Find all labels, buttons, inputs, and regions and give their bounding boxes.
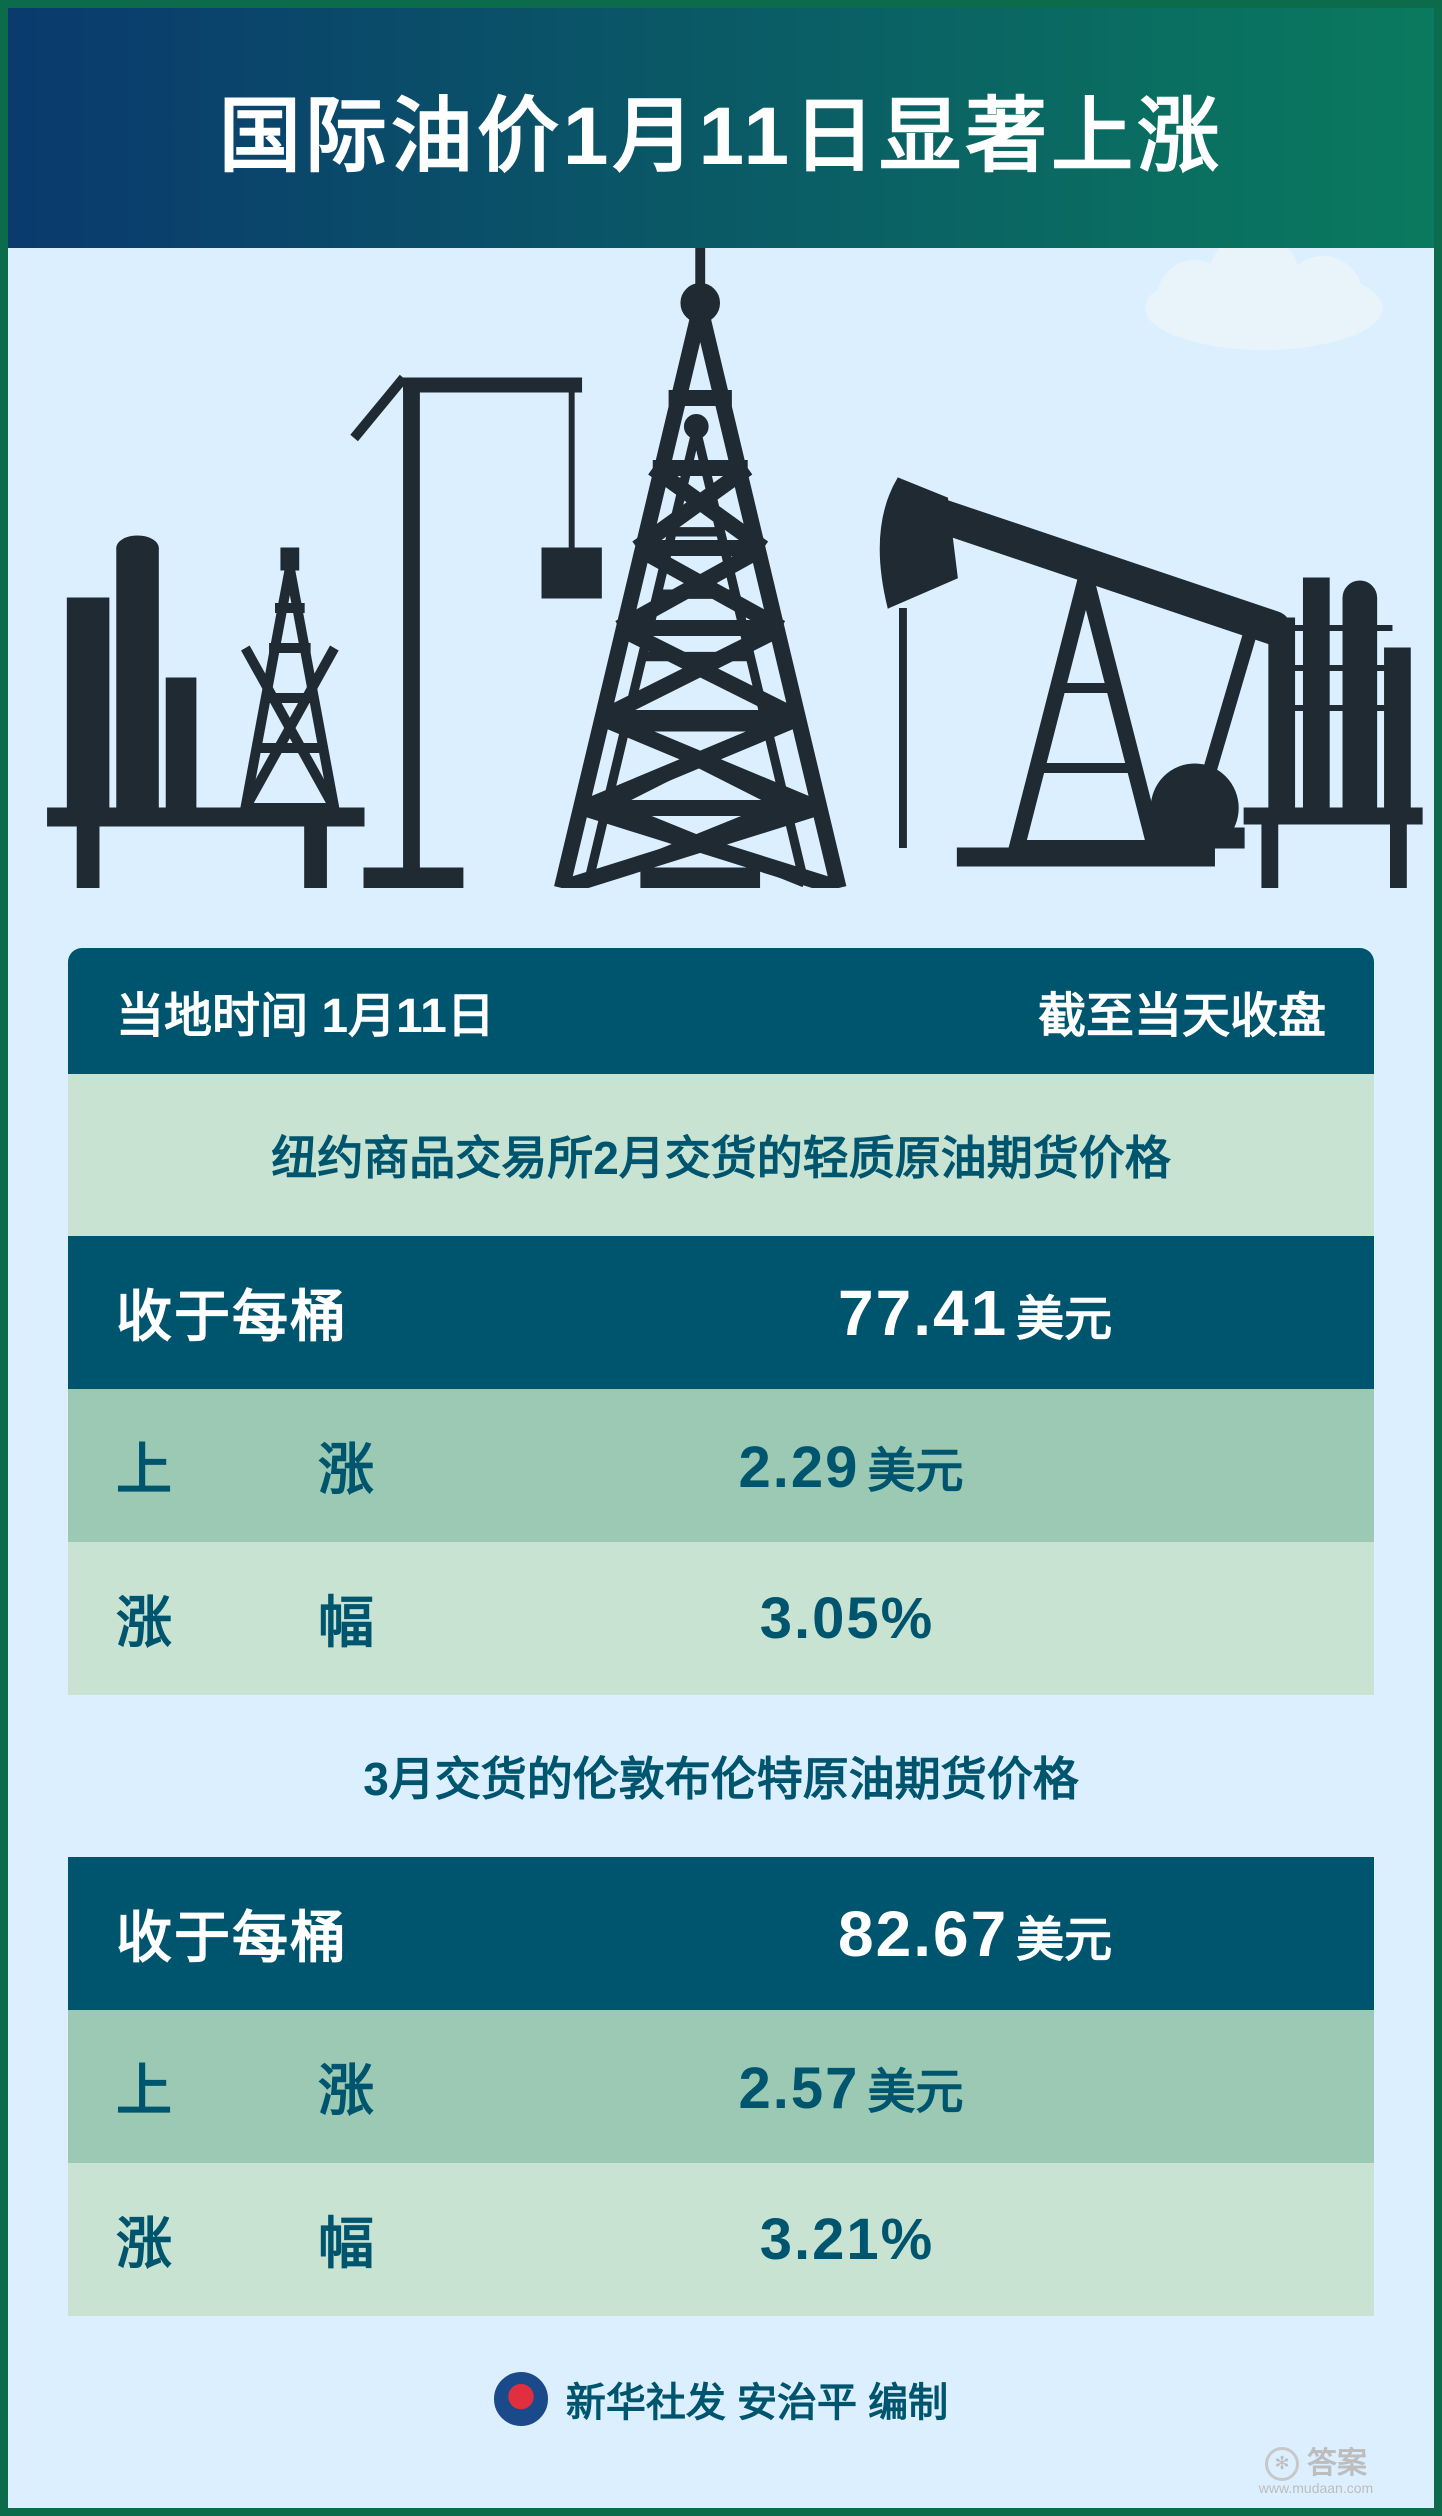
content-area: 当地时间 1月11日 截至当天收盘 纽约商品交易所2月交货的轻质原油期货价格 收… (8, 888, 1434, 2508)
footer-credit: 新华社发 安治平 编制 (566, 2370, 948, 2428)
date-bar: 当地时间 1月11日 截至当天收盘 (68, 948, 1374, 1074)
infographic-root: 国际油价1月11日显著上涨 (0, 0, 1442, 2516)
row-label: 上涨 (116, 2046, 376, 2127)
header-banner: 国际油价1月11日显著上涨 (8, 8, 1434, 248)
row-value: 2.29美元 (376, 1431, 1326, 1501)
row-value: 82.67美元 (624, 1897, 1326, 1971)
section-0-title: 纽约商品交易所2月交货的轻质原油期货价格 (68, 1074, 1374, 1236)
row-label: 收于每桶 (116, 1893, 624, 1974)
watermark-url: www.mudaan.com (1216, 2481, 1416, 2496)
row-label: 上涨 (116, 1425, 376, 1506)
section-0-row-1: 上涨 2.29美元 (68, 1389, 1374, 1542)
section-1-title: 3月交货的伦敦布伦特原油期货价格 (68, 1695, 1374, 1857)
row-value: 77.41美元 (624, 1276, 1326, 1350)
section-0-row-2: 涨幅 3.05% (68, 1542, 1374, 1695)
section-1-row-2: 涨幅 3.21% (68, 2163, 1374, 2316)
page-title: 国际油价1月11日显著上涨 (219, 69, 1223, 188)
watermark-icon: ✻ (1265, 2447, 1299, 2481)
row-label: 涨幅 (116, 2199, 376, 2280)
row-value: 3.21% (376, 2206, 1326, 2273)
footer: 新华社发 安治平 编制 (68, 2316, 1374, 2468)
section-1-row-1: 上涨 2.57美元 (68, 2010, 1374, 2163)
section-1-row-0: 收于每桶 82.67美元 (68, 1857, 1374, 2010)
row-value: 2.57美元 (376, 2052, 1326, 2122)
date-bar-right: 截至当天收盘 (1038, 976, 1326, 1046)
row-label: 涨幅 (116, 1578, 376, 1659)
watermark-brand: 答案 (1307, 2447, 1367, 2480)
row-label: 收于每桶 (116, 1272, 624, 1353)
oil-rig-illustration (8, 248, 1434, 888)
cloud-icon (1145, 248, 1382, 350)
watermark: ✻ 答案 www.mudaan.com (1216, 2447, 1416, 2496)
rig-svg (8, 248, 1434, 888)
row-value: 3.05% (376, 1585, 1326, 1652)
xinhua-logo-icon (494, 2372, 548, 2426)
section-0-row-0: 收于每桶 77.41美元 (68, 1236, 1374, 1389)
date-bar-left: 当地时间 1月11日 (116, 976, 495, 1046)
